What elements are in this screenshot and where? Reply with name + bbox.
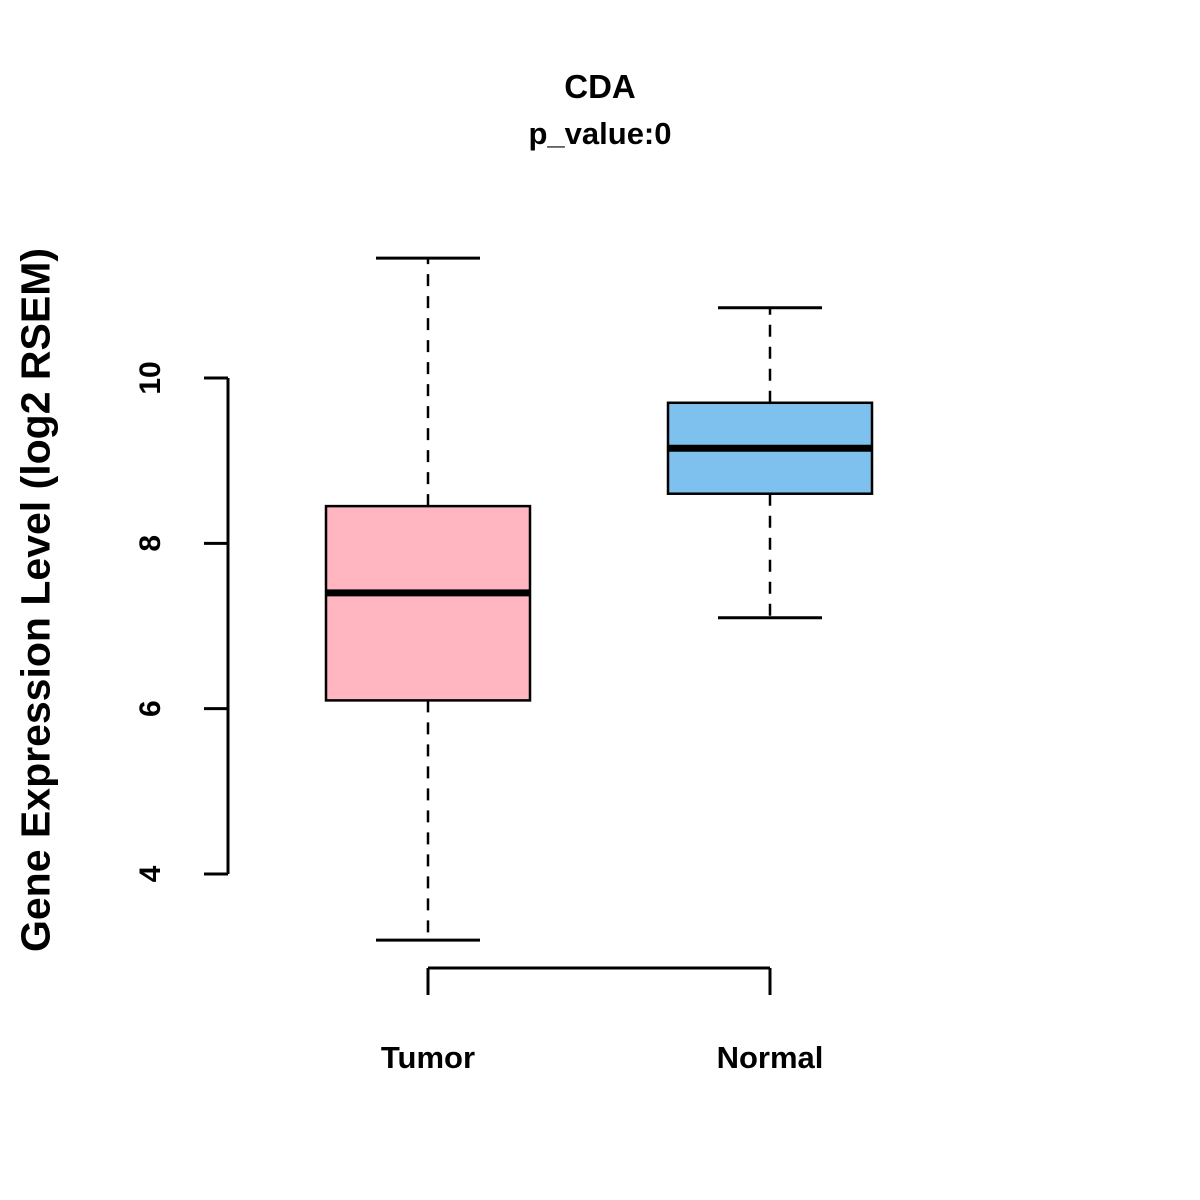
chart-title: CDA	[564, 68, 636, 105]
y-tick-label: 10	[134, 361, 167, 394]
tumor-box	[324, 504, 532, 702]
chart-subtitle: p_value:0	[528, 116, 672, 151]
x-category-label-normal: Normal	[717, 1040, 824, 1075]
plot-area: 4 6 8 10 Tumor Normal	[134, 256, 874, 1075]
y-tick-label: 6	[134, 700, 167, 717]
x-category-label-tumor: Tumor	[381, 1040, 475, 1075]
y-tick-label: 4	[134, 865, 167, 882]
y-tick-label: 8	[134, 535, 167, 552]
